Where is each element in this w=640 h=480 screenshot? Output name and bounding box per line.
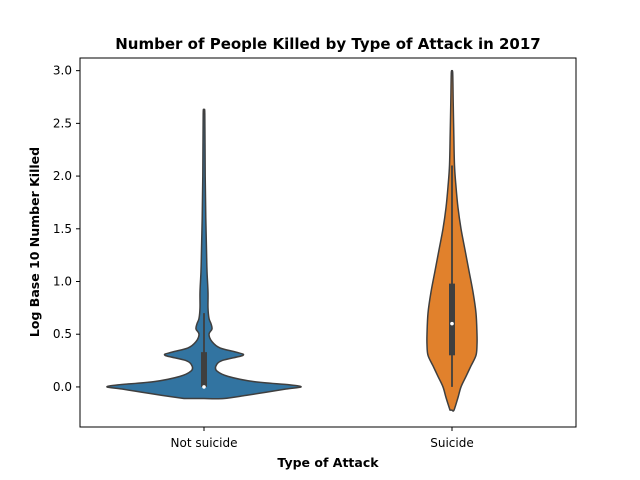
violin-median-marker	[202, 385, 206, 389]
y-tick-label: 0.0	[53, 380, 72, 394]
y-tick-label: 2.0	[53, 169, 72, 183]
x-axis-label: Type of Attack	[277, 455, 379, 470]
x-tick-label: Suicide	[430, 436, 474, 450]
plot-area	[106, 69, 478, 412]
y-tick-label: 1.5	[53, 222, 72, 236]
y-tick-label: 1.0	[53, 275, 72, 289]
chart-title: Number of People Killed by Type of Attac…	[115, 35, 540, 53]
x-tick-label: Not suicide	[171, 436, 238, 450]
violin-body	[106, 108, 302, 400]
y-axis-label: Log Base 10 Number Killed	[27, 147, 42, 337]
violin-not-suicide	[106, 108, 302, 400]
y-tick-label: 3.0	[53, 64, 72, 78]
violin-iqr-box	[201, 352, 207, 387]
y-axis: 0.0 0.5 1.0 1.5 2.0 2.5 3.0	[53, 64, 80, 394]
x-axis: Not suicide Suicide	[171, 427, 474, 450]
violin-suicide	[426, 69, 478, 412]
violin-median-marker	[450, 321, 454, 326]
violin-iqr-box	[449, 283, 455, 356]
y-tick-label: 2.5	[53, 116, 72, 130]
y-tick-label: 0.5	[53, 327, 72, 341]
plot-frame	[79, 57, 577, 428]
